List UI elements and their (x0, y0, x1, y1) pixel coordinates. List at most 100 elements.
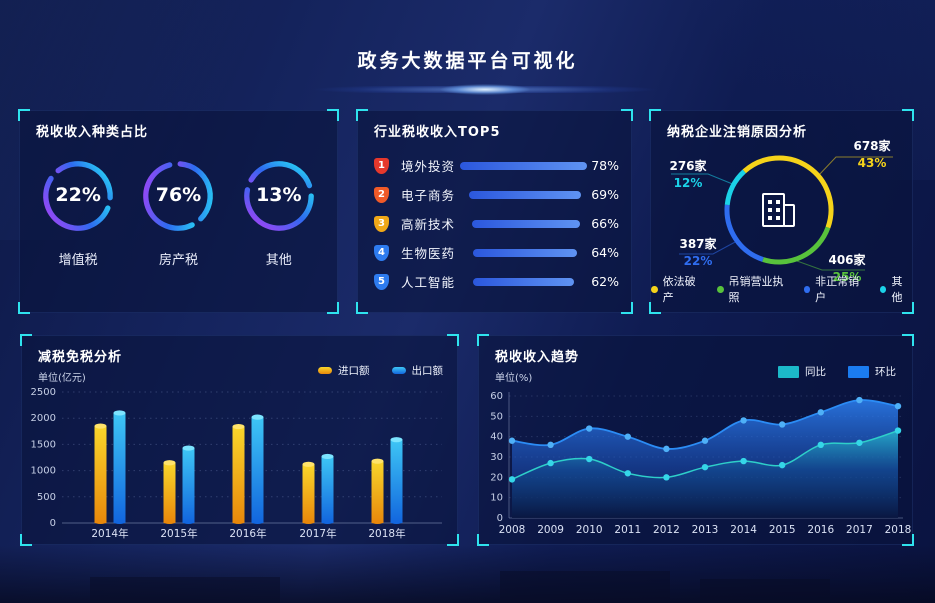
callout-count: 276家 (669, 159, 707, 173)
y-tick-label: 30 (490, 452, 503, 463)
percent-value: 69% (591, 187, 619, 202)
ring-percent: 76% (155, 184, 202, 206)
ring-gauge (143, 161, 214, 231)
bar-fill (471, 219, 580, 228)
callout-percent: 12% (673, 176, 703, 190)
data-point (856, 396, 863, 404)
y-tick-label: 0 (497, 513, 503, 524)
donut-callout: 276家 12% (665, 160, 711, 190)
panel-title: 税收收入趋势 (495, 350, 580, 365)
callout-line (679, 240, 738, 255)
data-point (740, 417, 747, 424)
title-flare-decoration (255, 86, 715, 93)
panel-tax-trend: 税收收入趋势 单位(%) 同比 环比 0 10 20 30 40 50 60 2008 2009… (477, 334, 914, 546)
ring-label: 增值税 (58, 253, 98, 268)
rank-badge: 2 (374, 186, 389, 203)
legend-label: 吊销营业执照 (728, 275, 784, 304)
corner-bracket (356, 109, 368, 121)
corner-bracket (18, 302, 30, 314)
panel-title: 减税免税分析 (38, 350, 123, 365)
industry-label: 电子商务 (401, 188, 456, 203)
skyline-block (700, 579, 830, 603)
panel-tax-type-share: 税收收入种类占比 22% 增值税 76% 房产税 13% 其他 (18, 109, 339, 314)
panel-industry-top5: 行业税收收入TOP5 1 境外投资 78% 2 电子商务 69% 3 高新技术 66% 4 生物医药… (356, 109, 633, 314)
legend-dot (716, 285, 724, 293)
ring-gauge (43, 161, 113, 231)
x-tick-label: 2011 (614, 524, 641, 536)
bar-fill (473, 277, 574, 286)
x-tick-label: 2016 (807, 524, 834, 536)
y-tick-label: 20 (490, 472, 503, 483)
x-tick-label: 2010 (576, 524, 603, 536)
rank-badge: 1 (374, 157, 389, 174)
donut-callout: 406家 25% (821, 254, 873, 284)
data-point (779, 421, 786, 428)
ring-chart-item: 22% 增值税 (28, 157, 128, 268)
legend-item[interactable]: 进口额 (318, 363, 370, 378)
callout-percent: 22% (683, 254, 713, 268)
legend-item[interactable]: 依法破产 (651, 273, 704, 305)
legend-label: 依法破产 (662, 275, 696, 304)
rank-badge: 4 (374, 244, 389, 261)
top5-row: 5 人工智能 62% (374, 267, 619, 296)
donut-callout: 678家 43% (847, 140, 897, 170)
legend-item[interactable]: 环比 (848, 364, 896, 379)
data-point (701, 437, 709, 444)
x-tick-label: 2018 (885, 524, 912, 536)
bar-出口额-2014年 (113, 412, 126, 523)
legend-item[interactable]: 同比 (778, 364, 826, 379)
bar-出口额-2015年 (182, 448, 195, 523)
corner-bracket (902, 109, 914, 121)
data-point (740, 457, 747, 465)
ring-charts: 22% 增值税 76% 房产税 13% 其他 (28, 157, 329, 268)
skyline-block (90, 577, 280, 603)
legend-label: 同比 (805, 366, 826, 378)
bar-fill (459, 161, 587, 170)
data-point (779, 461, 786, 469)
corner-bracket (20, 334, 32, 346)
donut-callout: 387家 22% (675, 238, 721, 268)
x-tick-label: 2012 (653, 524, 680, 536)
data-point (663, 474, 670, 481)
corner-bracket (902, 302, 914, 314)
data-point (894, 402, 902, 410)
corner-bracket (447, 334, 459, 346)
corner-bracket (18, 109, 30, 121)
legend-label: 出口额 (411, 365, 444, 377)
bar-track (469, 190, 582, 199)
building-icon (762, 193, 795, 227)
corner-bracket (621, 109, 633, 121)
title-flare-core (440, 84, 530, 95)
top5-row: 3 高新技术 66% (374, 209, 619, 238)
corner-bracket (327, 302, 339, 314)
corner-bracket (649, 302, 661, 314)
data-point (508, 437, 516, 444)
rank-badge: 3 (374, 215, 389, 232)
bar-track (459, 161, 587, 170)
x-tick-label: 2017年 (299, 527, 336, 540)
industry-label: 人工智能 (401, 275, 456, 290)
bar-fill (473, 248, 577, 257)
panel-title: 纳税企业注销原因分析 (667, 125, 808, 140)
legend-dot (651, 285, 658, 293)
panel-cancel-reason: 纳税企业注销原因分析 678家 43% 406家 25% 387家 (649, 109, 914, 314)
donut-legend: 依法破产 吊销营业执照 非正常销户 其他 (651, 273, 912, 305)
percent-value: 64% (591, 245, 619, 260)
area-chart-legend: 同比 环比 (778, 364, 896, 379)
legend-item[interactable]: 非正常销户 (803, 273, 867, 305)
legend-swatch (318, 367, 332, 374)
x-tick-label: 2009 (537, 524, 564, 536)
legend-label: 非正常销户 (815, 275, 860, 304)
legend-item[interactable]: 出口额 (391, 363, 444, 378)
y-tick-label: 60 (490, 391, 503, 402)
x-tick-label: 2016年 (229, 527, 266, 540)
top5-list: 1 境外投资 78% 2 电子商务 69% 3 高新技术 66% 4 生物医药 64% 5 人工智能 62% (374, 151, 619, 296)
callout-count: 678家 (853, 139, 891, 153)
bar-出口额-2017年 (321, 456, 334, 523)
x-tick-label: 2015 (769, 524, 796, 536)
area-tongbi (512, 430, 898, 518)
legend-item[interactable]: 吊销营业执照 (716, 273, 791, 305)
corner-bracket (902, 334, 914, 346)
corner-bracket (327, 109, 339, 121)
legend-item[interactable]: 其他 (879, 273, 912, 305)
